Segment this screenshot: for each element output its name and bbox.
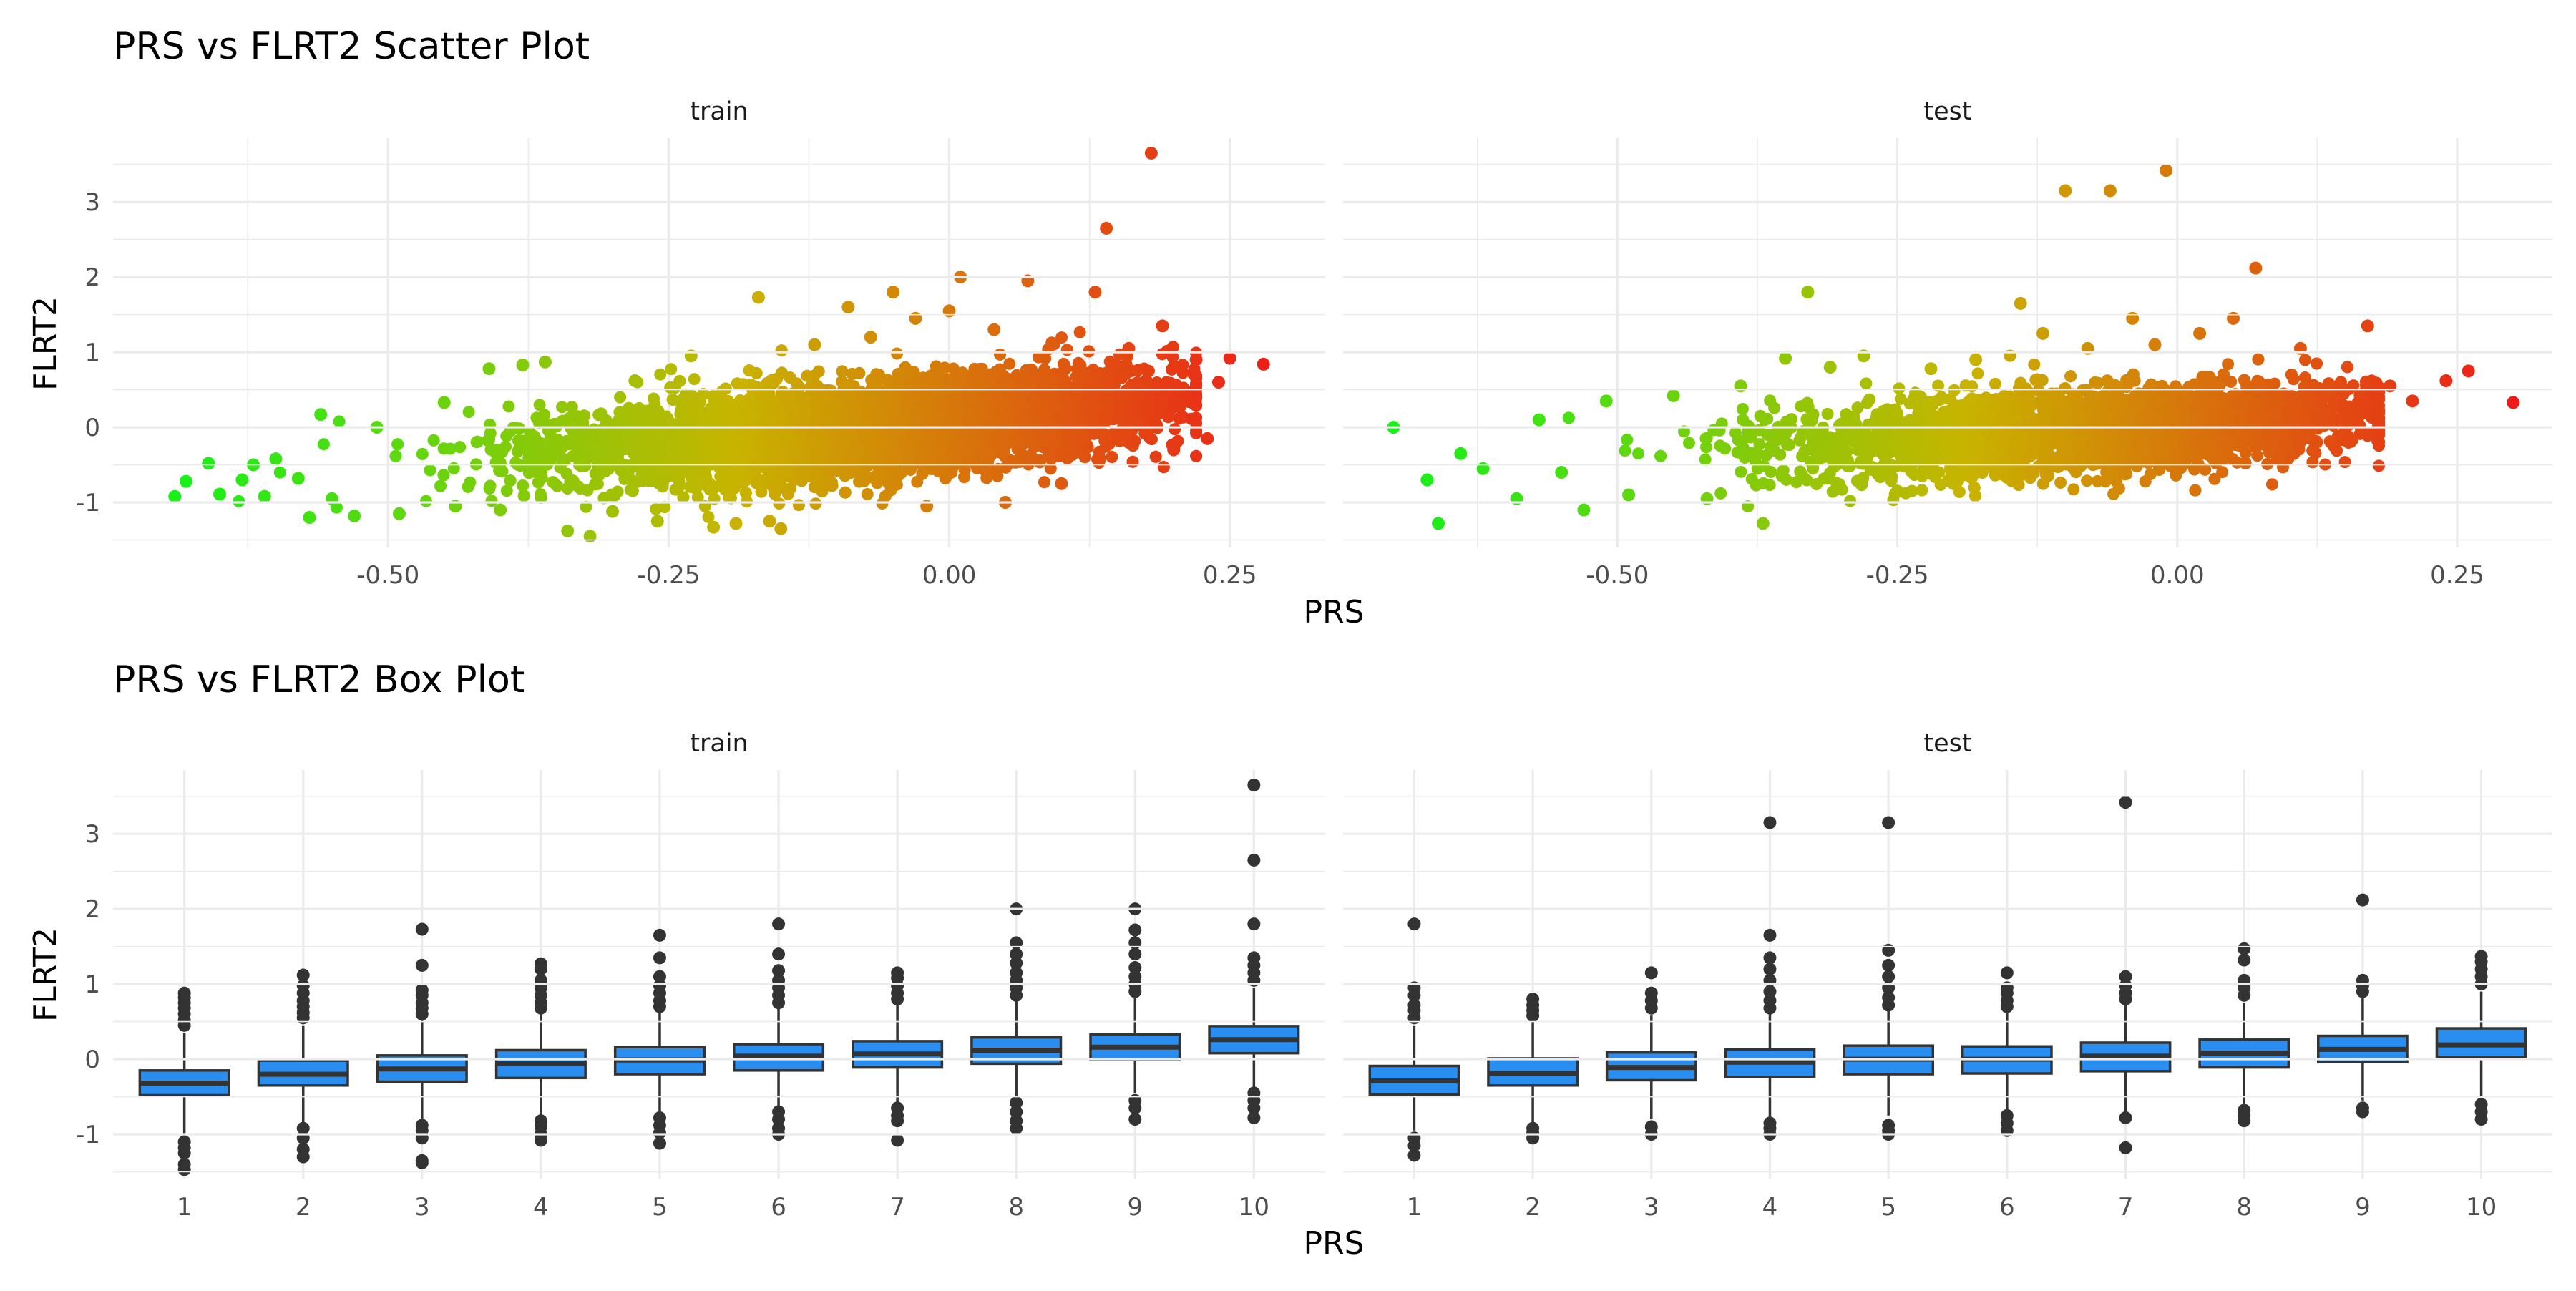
scatter-train-x-tick-label: 0.25 [1203, 561, 1257, 590]
scatter-y-tick-label: -1 [76, 489, 100, 517]
scatter-point [1045, 462, 1057, 474]
scatter-point [592, 409, 605, 421]
box-y-axis-title: FLRT2 [27, 927, 64, 1022]
scatter-point [420, 495, 432, 507]
scatter-point [566, 401, 578, 413]
scatter-x-axis-title: PRS [1303, 594, 1364, 630]
scatter-panel-train: -0.50 -0.25 0.00 0.25 [168, 138, 1269, 590]
box-chart-title: PRS vs FLRT2 Box Plot [113, 658, 525, 701]
scatter-point [665, 363, 677, 375]
scatter-point [463, 406, 475, 418]
box-strip-train: train [690, 729, 748, 758]
scatter-point [654, 369, 666, 381]
scatter-point [740, 487, 752, 499]
scatter-point [688, 373, 701, 385]
scatter-point [391, 438, 404, 450]
scatter-point [1169, 423, 1181, 435]
scatter-chart-title: PRS vs FLRT2 Scatter Plot [113, 25, 590, 68]
scatter-y-axis-title: FLRT2 [27, 296, 64, 391]
scatter-train-x-tick-label: -0.50 [356, 561, 419, 590]
scatter-strip-test: test [1923, 97, 1971, 126]
scatter-point [416, 448, 429, 460]
scatter-y-tick-label: 0 [84, 414, 100, 442]
scatter-point [448, 462, 460, 474]
scatter-point [809, 497, 821, 510]
scatter-y-tick-label: 3 [84, 188, 100, 217]
scatter-point [318, 438, 330, 450]
scatter-y-tick-label: 2 [84, 263, 100, 292]
scatter-point [333, 416, 346, 428]
scatter-point [502, 401, 514, 413]
scatter-point [484, 482, 496, 495]
scatter-point [233, 495, 245, 507]
scatter-point [614, 391, 626, 404]
scatter-strip-train: train [690, 97, 748, 126]
scatter-point [891, 348, 903, 360]
box-strip-test: test [1923, 729, 1971, 758]
scatter-point [648, 393, 660, 405]
scatter-point [862, 488, 874, 500]
box-x-axis-title: PRS [1303, 1225, 1364, 1262]
scatter-point [1074, 326, 1086, 338]
scatter-point [793, 499, 805, 511]
scatter-train-x-tick-label: 0.00 [922, 561, 977, 590]
scatter-train-x-tick-label: -0.25 [637, 561, 700, 590]
scatter-point [1150, 451, 1162, 463]
scatter-point [274, 467, 286, 479]
scatter-point [958, 471, 970, 483]
scatter-y-tick-label: 1 [84, 338, 100, 367]
scatter-point [1055, 331, 1068, 344]
